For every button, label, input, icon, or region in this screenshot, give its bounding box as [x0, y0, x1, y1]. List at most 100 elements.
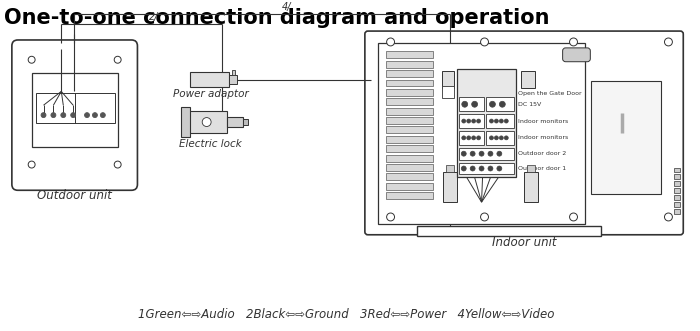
Bar [386, 79, 433, 86]
Circle shape [494, 119, 498, 123]
Text: Indoor monitors: Indoor monitors [518, 135, 568, 140]
Circle shape [467, 136, 470, 140]
FancyBboxPatch shape [12, 40, 137, 190]
Bar [486, 97, 514, 111]
Circle shape [477, 136, 481, 140]
Bar [36, 93, 115, 123]
Text: Open the Gate Door: Open the Gate Door [518, 91, 582, 96]
Circle shape [28, 161, 35, 168]
Text: Outdoor door 2: Outdoor door 2 [518, 151, 566, 156]
Bar [386, 183, 433, 190]
Bar [386, 173, 433, 180]
Circle shape [85, 113, 90, 118]
Bar [458, 148, 514, 160]
Circle shape [41, 113, 46, 118]
Circle shape [477, 119, 481, 123]
Text: 1Green⇦⇨Audio   2Black⇦⇨Ground   3Red⇦⇨Power   4Yellow⇦⇨Video: 1Green⇦⇨Audio 2Black⇦⇨Ground 3Red⇦⇨Power… [138, 308, 554, 321]
Circle shape [664, 38, 673, 46]
Bar [442, 86, 454, 98]
Bar [186, 111, 228, 133]
Circle shape [504, 136, 508, 140]
Bar [674, 188, 680, 193]
Bar [524, 172, 538, 202]
Bar [386, 192, 433, 199]
Circle shape [488, 151, 493, 156]
Circle shape [499, 101, 505, 107]
Circle shape [386, 38, 395, 46]
Text: DC 15V: DC 15V [518, 102, 541, 107]
Circle shape [61, 113, 66, 118]
Circle shape [664, 213, 673, 221]
Circle shape [479, 151, 484, 156]
Circle shape [472, 101, 477, 107]
FancyBboxPatch shape [365, 31, 683, 235]
Bar [592, 80, 661, 194]
Text: Power adaptor: Power adaptor [173, 89, 248, 99]
Circle shape [494, 136, 498, 140]
Bar [243, 119, 248, 125]
Bar [386, 155, 433, 162]
Bar [527, 165, 535, 172]
Circle shape [100, 113, 105, 118]
Bar [386, 98, 433, 105]
Text: 2/: 2/ [148, 12, 158, 22]
Bar [386, 51, 433, 58]
Circle shape [462, 101, 468, 107]
Circle shape [202, 118, 211, 126]
Circle shape [570, 38, 578, 46]
Circle shape [479, 166, 484, 171]
Bar [486, 114, 514, 128]
Circle shape [481, 213, 489, 221]
Bar [181, 107, 190, 137]
Circle shape [467, 119, 470, 123]
Bar [674, 181, 680, 186]
Bar [386, 145, 433, 152]
Circle shape [472, 119, 475, 123]
Circle shape [114, 56, 121, 63]
Text: One-to-one connection diagram and operation: One-to-one connection diagram and operat… [4, 8, 550, 28]
Circle shape [497, 166, 502, 171]
Circle shape [504, 119, 508, 123]
Bar [386, 61, 433, 68]
Bar [32, 72, 118, 147]
Text: Indoor monitors: Indoor monitors [518, 118, 568, 123]
Bar [386, 136, 433, 143]
Text: Outdoor door 1: Outdoor door 1 [518, 166, 566, 171]
Bar [230, 74, 237, 84]
Text: Outdoor unit: Outdoor unit [36, 189, 111, 202]
Circle shape [570, 213, 578, 221]
Bar [674, 195, 680, 200]
Bar [486, 131, 514, 145]
Bar [521, 71, 535, 88]
Bar [457, 69, 516, 177]
Bar [417, 226, 601, 236]
Bar [674, 209, 680, 214]
Bar [674, 202, 680, 207]
Circle shape [489, 136, 493, 140]
Circle shape [488, 166, 493, 171]
Bar [232, 70, 235, 74]
Text: Electric lock: Electric lock [179, 139, 242, 149]
Circle shape [489, 119, 493, 123]
Bar [386, 126, 433, 133]
Circle shape [28, 56, 35, 63]
Bar [228, 117, 243, 127]
Circle shape [499, 119, 503, 123]
Bar [458, 97, 484, 111]
Bar [674, 174, 680, 179]
Bar [443, 172, 457, 202]
Bar [674, 167, 680, 172]
Circle shape [470, 166, 475, 171]
Circle shape [386, 213, 395, 221]
Circle shape [114, 161, 121, 168]
Circle shape [481, 38, 489, 46]
Bar [378, 43, 585, 224]
Circle shape [462, 136, 466, 140]
Circle shape [499, 136, 503, 140]
Bar [386, 108, 433, 115]
Circle shape [51, 113, 56, 118]
Bar [386, 70, 433, 77]
Circle shape [462, 119, 466, 123]
Bar [458, 114, 484, 128]
Bar [386, 117, 433, 124]
